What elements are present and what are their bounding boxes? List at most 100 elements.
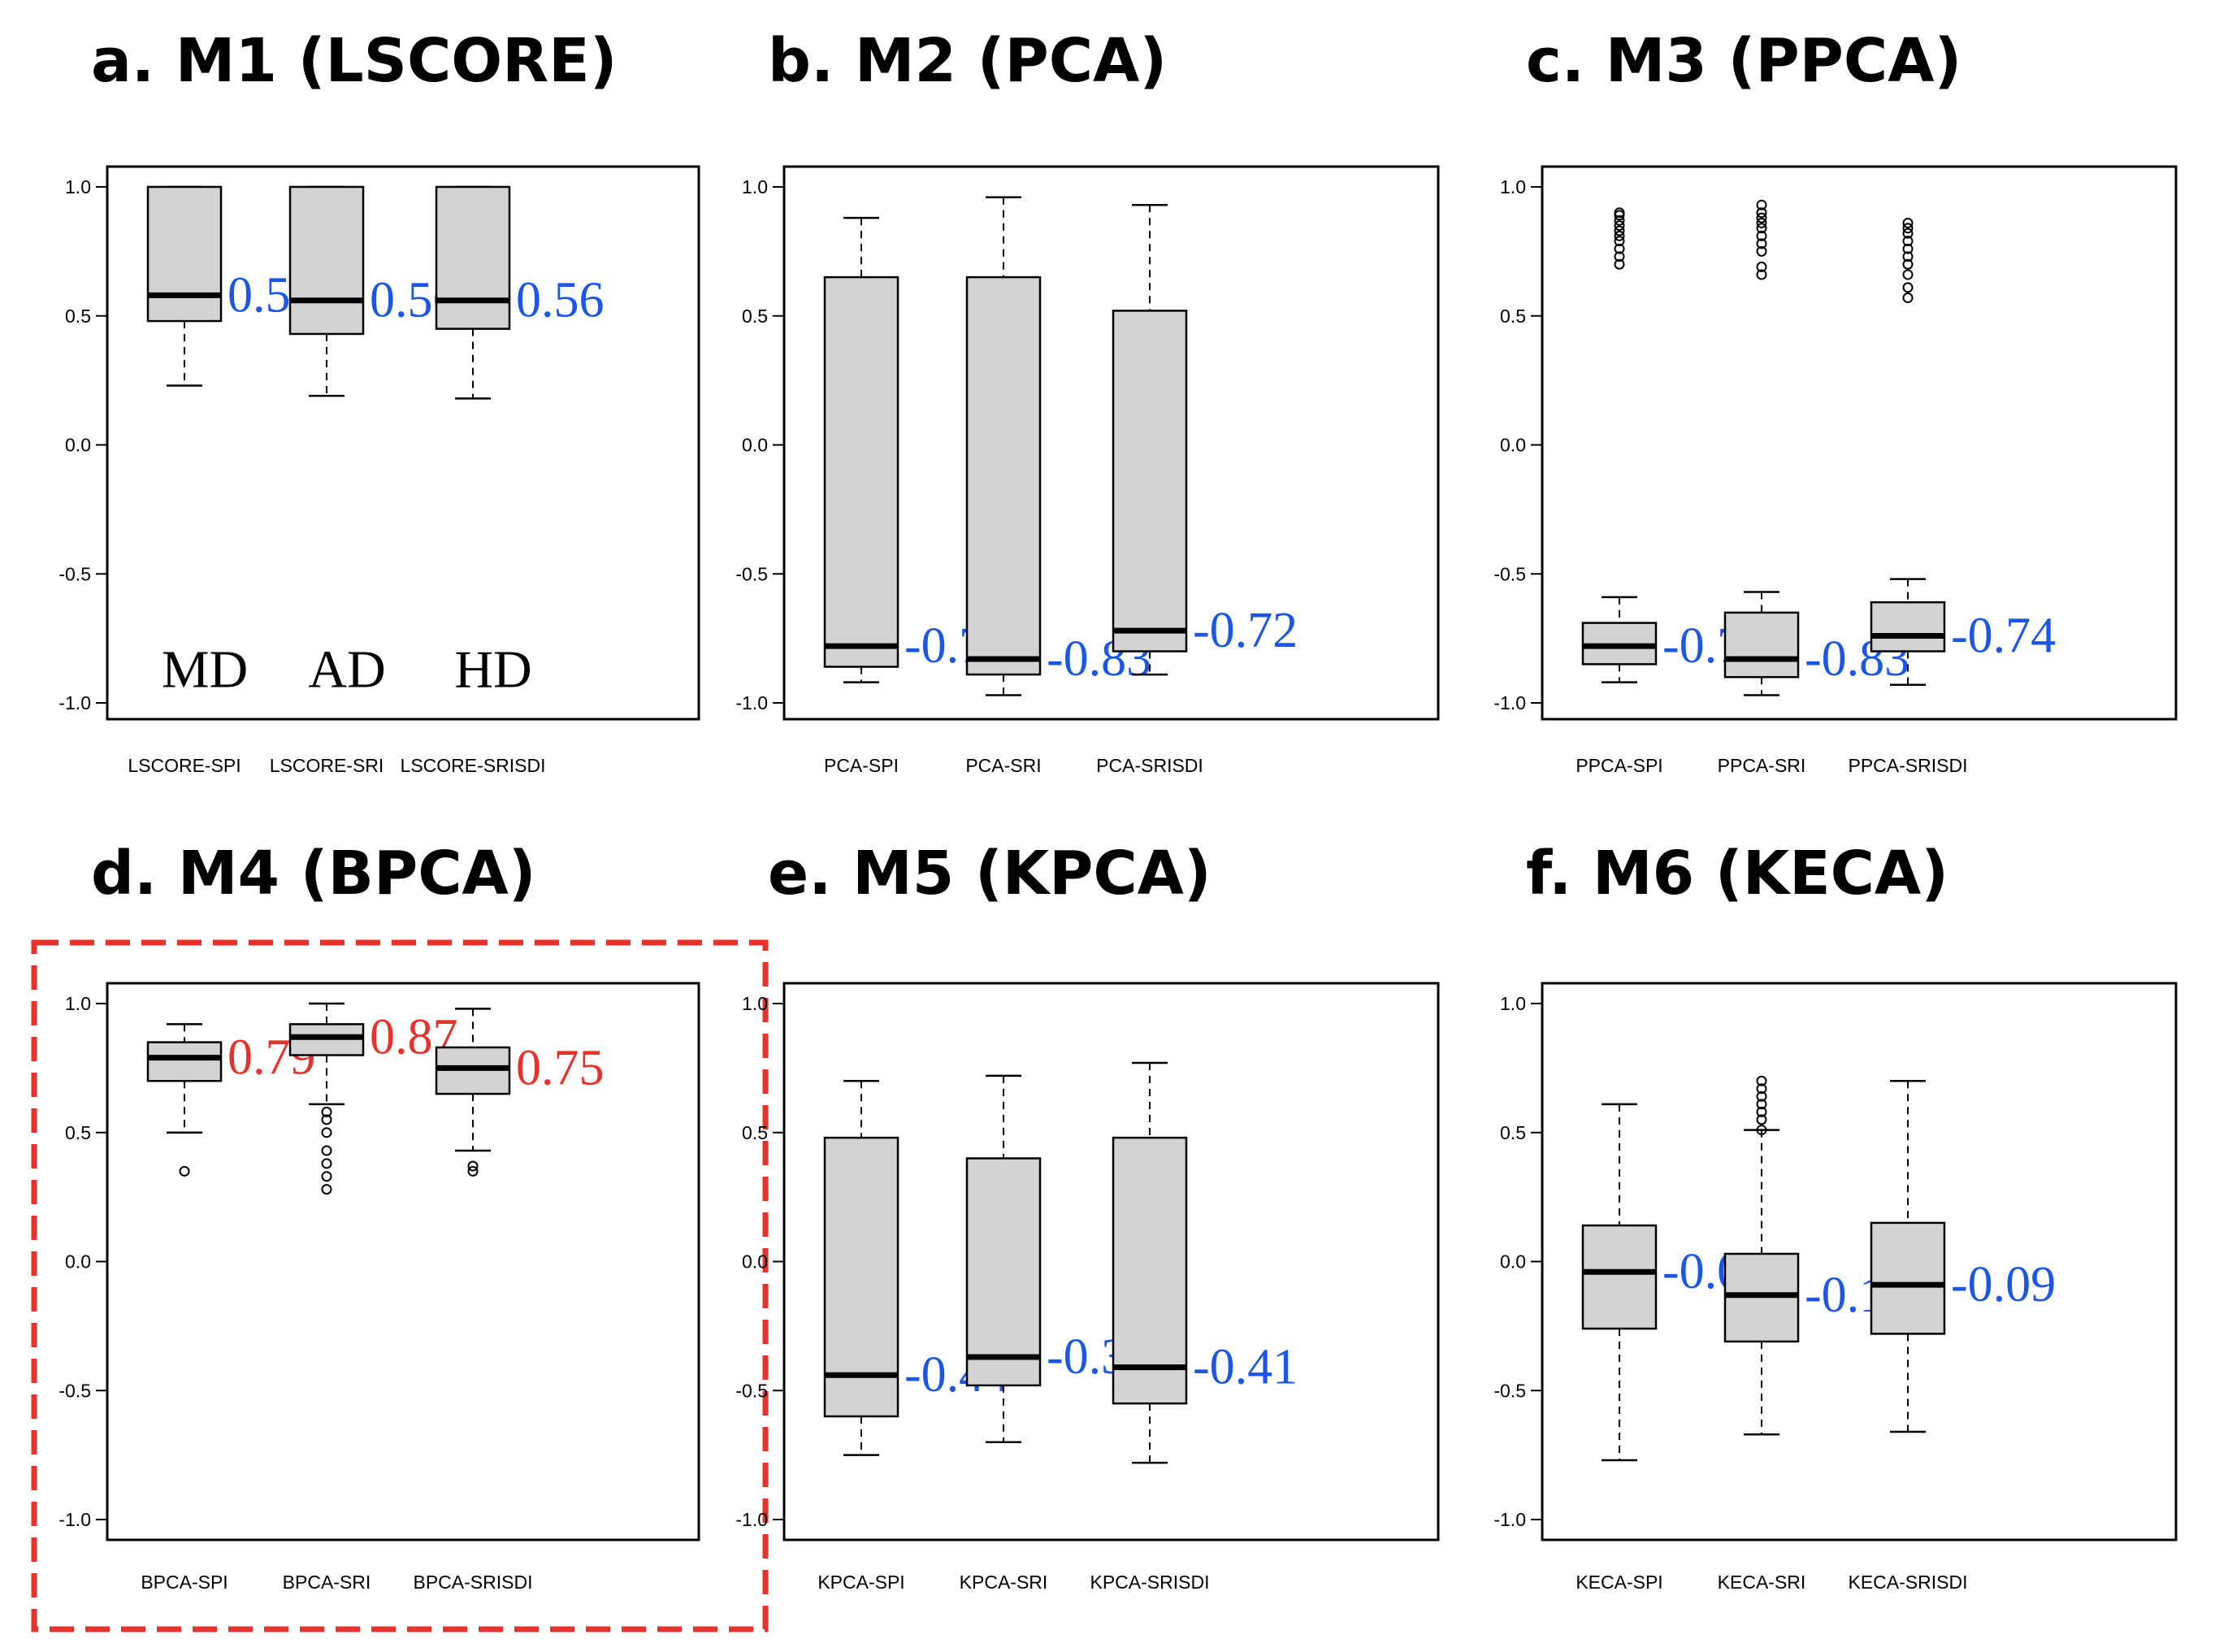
outlier-point	[1902, 258, 1914, 270]
outlier-point	[1756, 212, 1767, 223]
y-tick-label: 0.0	[742, 1251, 768, 1273]
median-value-label: -0.72	[1193, 603, 1298, 658]
y-tick-label: -1.0	[1493, 1509, 1526, 1530]
category-label: LSCORE-SRI	[270, 755, 384, 776]
box-3: -0.74 PPCA-SRISDI	[1849, 217, 2056, 776]
y-tick-label: -1.0	[735, 692, 768, 713]
category-label: BPCA-SPI	[141, 1572, 228, 1593]
iqr-box	[823, 275, 899, 668]
outlier-point	[1756, 1114, 1767, 1125]
y-tick-label: 1.0	[65, 993, 91, 1014]
y-tick-label: 1.0	[742, 176, 768, 197]
outlier-point	[179, 1165, 190, 1177]
category-label: PPCA-SRI	[1718, 755, 1806, 776]
highlight-frame	[31, 939, 769, 1632]
y-tick-label: -1.0	[735, 1509, 768, 1530]
panel-title: b. M2 (PCA)	[768, 26, 1167, 96]
outlier-point	[1756, 199, 1767, 210]
iqr-box	[965, 1157, 1042, 1387]
outlier-point	[1756, 223, 1767, 234]
panel-title: a. M1 (LSCORE)	[91, 26, 618, 96]
category-label: KECA-SRI	[1718, 1572, 1806, 1593]
y-tick-label: 1.0	[742, 993, 768, 1014]
y-tick-label: 0.0	[742, 435, 768, 456]
outlier-point	[1902, 228, 1914, 239]
panel-title: d. M4 (BPCA)	[91, 839, 536, 908]
y-tick-label: -0.5	[1493, 563, 1526, 584]
outlier-point	[1756, 1106, 1767, 1117]
drought-type-label: HD	[454, 640, 531, 700]
panel-6: f. M6 (KECA) 1.0 0.5 0.0 -0.5 -1.0 -0.04KECA-S…	[1493, 839, 2178, 1593]
box-3: -0.41 KPCA-SRISDI	[1090, 1061, 1298, 1593]
y-tick-label: 1.0	[65, 176, 91, 197]
plot-frame	[106, 165, 700, 721]
iqr-box	[1723, 611, 1800, 679]
category-label: KPCA-SPI	[817, 1572, 904, 1593]
outlier-point	[1614, 258, 1625, 270]
outlier-point	[1614, 243, 1625, 254]
y-tick-label: -0.5	[735, 1380, 768, 1401]
outlier-point	[1614, 251, 1625, 262]
y-tick-label: 0.5	[65, 1122, 91, 1143]
outlier-point	[1614, 207, 1625, 219]
iqr-box	[965, 275, 1042, 676]
y-tick-label: -1.0	[59, 1509, 91, 1530]
outlier-point	[1614, 220, 1625, 232]
outlier-point	[1902, 223, 1914, 234]
panel-1: a. M1 (LSCORE)1.00.50.0-0.5-1.00.58LSCOR…	[59, 26, 700, 776]
box-3: 0.56 LSCORE-SRISDI HD	[401, 185, 605, 776]
category-label: KECA-SPI	[1576, 1572, 1662, 1593]
outlier-point	[1756, 1075, 1767, 1086]
outlier-point	[321, 1145, 332, 1156]
category-label: KECA-SRISDI	[1849, 1572, 1968, 1593]
category-label: KPCA-SRISDI	[1090, 1572, 1210, 1593]
plot-frame	[1541, 165, 2178, 721]
outlier-point	[1902, 236, 1914, 247]
iqr-box	[823, 1136, 899, 1418]
outlier-point	[467, 1165, 479, 1177]
iqr-box	[1112, 1136, 1188, 1405]
outlier-point	[1614, 236, 1625, 247]
category-label: KPCA-SRI	[960, 1572, 1048, 1593]
category-label: LSCORE-SRISDI	[401, 755, 546, 776]
outlier-point	[321, 1106, 332, 1117]
category-label: PPCA-SPI	[1576, 755, 1662, 776]
box-3: -0.72 PCA-SRISDI	[1096, 203, 1298, 776]
iqr-box	[1581, 1224, 1658, 1330]
category-label: BPCA-SRI	[283, 1572, 371, 1593]
drought-type-label: AD	[308, 640, 385, 700]
outlier-point	[1756, 217, 1767, 228]
panel-title: e. M5 (KPCA)	[768, 839, 1212, 908]
outlier-point	[1902, 293, 1914, 304]
outlier-point	[1756, 230, 1767, 241]
iqr-box	[1870, 601, 1946, 653]
outlier-point	[1614, 215, 1625, 226]
outlier-point	[1756, 207, 1767, 219]
outlier-point	[1902, 251, 1914, 262]
outlier-point	[1756, 269, 1767, 280]
outlier-point	[321, 1184, 332, 1195]
outlier-point	[1902, 217, 1914, 228]
outlier-point	[1902, 243, 1914, 254]
outlier-point	[321, 1158, 332, 1169]
box-3: 0.75 BPCA-SRISDI	[414, 1008, 605, 1593]
y-tick-label: -1.0	[1493, 692, 1526, 713]
category-label: PPCA-SRISDI	[1849, 755, 1968, 776]
panel-5: e. M5 (KPCA) 1.0 0.5 0.0 -0.5 -1.0 -0.44KPCA-S…	[735, 839, 1440, 1593]
iqr-box	[288, 185, 365, 336]
panel-title: c. M3 (PPCA)	[1526, 26, 1961, 96]
plot-frame	[782, 165, 1440, 721]
iqr-box	[146, 1041, 223, 1082]
category-label: PCA-SRISDI	[1096, 755, 1203, 776]
panel-3: c. M3 (PPCA) 1.0 0.5 0.0 -0.5 -1.0 -0.78PPCA-S…	[1493, 26, 2178, 776]
outlier-point	[1756, 1090, 1767, 1102]
box-3: -0.09 KECA-SRISDI	[1849, 1080, 2056, 1593]
iqr-box	[1112, 310, 1188, 653]
outlier-point	[1756, 238, 1767, 249]
